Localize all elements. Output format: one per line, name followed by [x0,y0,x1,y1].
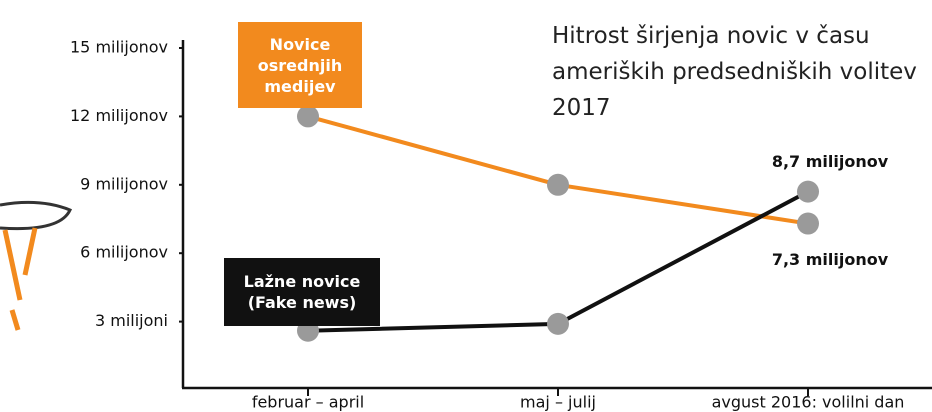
y-tick-label: 9 milijonov [80,174,168,193]
page: 3 milijoni 6 milijonov 9 milijonov 12 milij… [0,0,932,412]
x-tick-label: avgust 2016: volilni dan [712,393,905,412]
value-label: 7,3 milijonov [772,250,889,269]
value-label: 8,7 milijonov [772,152,889,171]
x-tick-label: februar – april [252,393,364,412]
y-tick-label: 6 milijonov [80,243,168,262]
legend-label: Lažne novice (Fake news) [224,258,380,326]
data-point [297,105,319,127]
x-tick-label: maj – julij [520,393,596,412]
series-line [308,116,808,223]
data-point [797,181,819,203]
decoration [5,228,35,330]
y-tick-label: 3 milijoni [95,311,168,330]
y-tick-label: 15 milijonov [70,38,168,57]
data-point [797,213,819,235]
y-tick-label: 12 milijonov [70,106,168,125]
data-point [547,174,569,196]
decoration [0,202,70,228]
chart-title: Hitrost širjenja novic v času ameriških … [552,18,922,126]
data-point [547,313,569,335]
legend-label: Novice osrednjih medijev [238,22,362,108]
